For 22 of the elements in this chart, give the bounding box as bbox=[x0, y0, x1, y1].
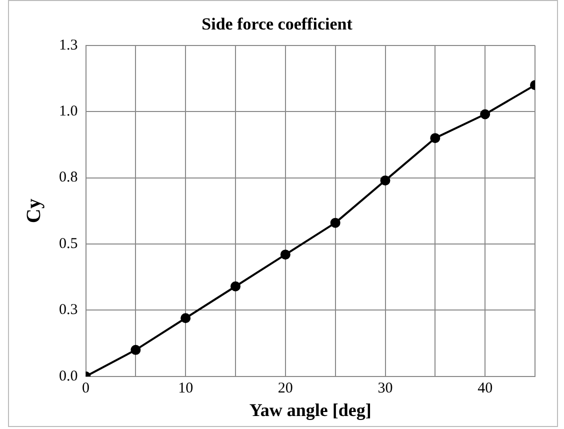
y-axis-title: Cy bbox=[23, 198, 46, 224]
point bbox=[280, 250, 290, 260]
point bbox=[430, 133, 440, 144]
x-tick-label: 40 bbox=[478, 380, 493, 396]
x-tick-label: 20 bbox=[278, 380, 293, 396]
x-tick-label: 10 bbox=[178, 380, 194, 396]
y-tick-label: 1.3 bbox=[59, 37, 78, 54]
y-tick-label: 0.0 bbox=[59, 368, 78, 384]
chart-title: Side force coefficient bbox=[202, 14, 353, 34]
y-tick-label: 0.5 bbox=[59, 236, 78, 252]
point bbox=[480, 109, 490, 120]
x-axis-title: Yaw angle [deg] bbox=[249, 400, 372, 420]
x-tick-label: 30 bbox=[378, 380, 393, 396]
point bbox=[380, 175, 390, 186]
y-tick-label: 0.3 bbox=[59, 302, 78, 318]
point bbox=[230, 281, 240, 292]
point bbox=[330, 218, 340, 228]
y-tick-label: 0.8 bbox=[59, 170, 78, 186]
point bbox=[130, 344, 141, 355]
y-tick-label: 1.0 bbox=[59, 104, 78, 120]
point bbox=[180, 313, 191, 324]
x-tick-label: 0 bbox=[82, 380, 90, 396]
